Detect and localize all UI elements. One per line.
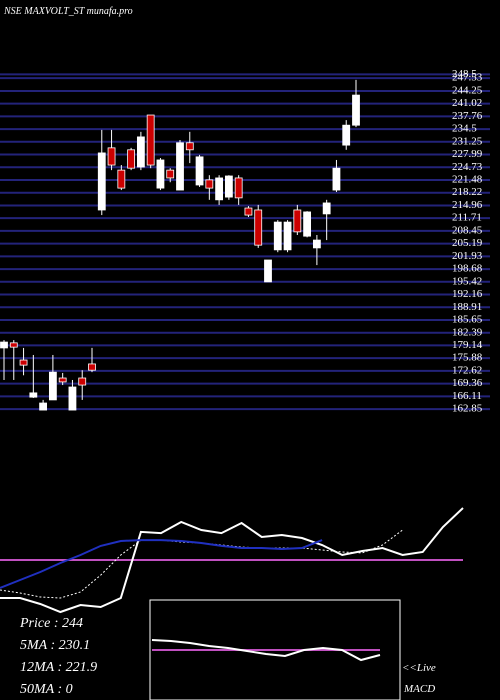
candle-body	[58, 377, 67, 383]
indicator-line	[0, 539, 323, 589]
macd-label: MACD	[403, 683, 435, 695]
candle-body	[176, 142, 184, 191]
candle-body	[185, 142, 194, 151]
candle-body	[29, 392, 38, 398]
live-label: <<Live	[402, 662, 436, 674]
candle-body	[215, 177, 224, 201]
candle-body	[264, 259, 272, 283]
candle-body	[332, 167, 341, 191]
candle-body	[146, 114, 155, 166]
y-tick-label: 241.02	[452, 97, 482, 109]
y-tick-label: 234.5	[452, 123, 477, 135]
candle-body	[293, 209, 302, 233]
y-tick-label: 192.16	[452, 288, 483, 300]
candle-body	[97, 152, 106, 211]
y-tick-label: 211.71	[452, 212, 482, 224]
y-tick-label: 247.53	[452, 72, 483, 84]
candle-body	[342, 124, 351, 146]
candle-body	[244, 207, 253, 216]
candle-body	[68, 386, 77, 411]
y-tick-label: 201.93	[452, 250, 483, 262]
candle-body	[234, 177, 243, 199]
candle-body	[303, 211, 312, 237]
y-tick-label: 185.65	[452, 314, 483, 326]
y-tick-label: 227.99	[452, 148, 483, 160]
y-tick-label: 172.62	[452, 364, 482, 376]
y-tick-label: 198.68	[452, 263, 483, 275]
y-tick-label: 169.36	[452, 377, 483, 389]
stat-12ma: 12MA : 221.9	[20, 660, 97, 675]
y-tick-label: 188.91	[452, 301, 482, 313]
indicator-line	[0, 507, 464, 614]
y-tick-label: 248.5	[452, 68, 477, 80]
candle-body	[166, 169, 175, 179]
chart-title: NSE MAXVOLT_ST munafa.pro	[3, 6, 133, 17]
candle-body	[195, 156, 204, 186]
candle-body	[39, 402, 48, 411]
candle-body	[19, 359, 28, 366]
candle-body	[352, 94, 360, 126]
y-tick-label: 221.48	[452, 174, 483, 186]
y-tick-label: 231.25	[452, 135, 483, 147]
candle-body	[322, 202, 331, 215]
candle-body	[283, 221, 292, 251]
indicator-line	[0, 529, 403, 599]
candle-body	[273, 221, 282, 251]
y-tick-label: 179.14	[452, 339, 483, 351]
stat-5ma: 5MA : 230.1	[20, 638, 90, 653]
y-tick-label: 182.39	[452, 326, 483, 338]
macd-frame	[149, 599, 401, 700]
y-tick-label: 205.19	[452, 237, 483, 249]
candle-body	[254, 209, 263, 246]
candle-body	[0, 341, 8, 349]
y-tick-label: 214.96	[452, 199, 483, 211]
stat-price: Price : 244	[19, 616, 83, 631]
y-tick-label: 166.11	[452, 390, 482, 402]
candle-body	[9, 342, 18, 348]
y-tick-label: 208.45	[452, 224, 483, 236]
y-tick-label: 224.73	[452, 161, 483, 173]
candle-body	[48, 371, 57, 401]
indicator-line	[151, 639, 381, 662]
y-tick-label: 175.88	[452, 352, 483, 364]
y-tick-label: 237.76	[452, 110, 483, 122]
y-tick-label: 244.25	[452, 85, 483, 97]
candle-body	[78, 377, 87, 386]
candle-body	[312, 239, 321, 249]
candle-body	[205, 179, 214, 189]
candle-body	[88, 363, 96, 371]
y-tick-label: 195.42	[452, 275, 482, 287]
stat-50ma: 50MA : 0	[20, 682, 73, 697]
y-tick-label: 162.85	[452, 403, 483, 415]
candle-body	[136, 136, 145, 168]
y-tick-label: 218.22	[452, 186, 482, 198]
candle-body	[127, 149, 136, 169]
candle-body	[107, 147, 116, 166]
candle-body	[156, 159, 165, 189]
candle-body	[224, 175, 233, 198]
candle-body	[117, 169, 126, 189]
